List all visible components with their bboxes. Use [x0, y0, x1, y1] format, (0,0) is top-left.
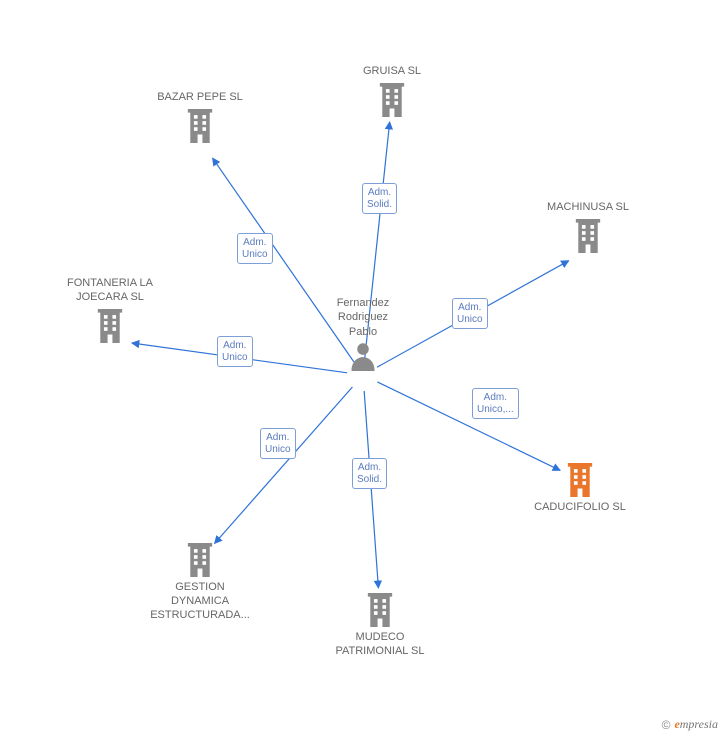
company-label: CADUCIFOLIO SL — [525, 501, 635, 515]
building-icon — [325, 593, 435, 627]
company-label: MUDECO PATRIMONIAL SL — [325, 631, 435, 659]
company-label: GESTION DYNAMICA ESTRUCTURADA... — [145, 581, 255, 622]
edge-label: Adm. Unico — [452, 298, 488, 329]
edge-label: Adm. Unico — [260, 428, 296, 459]
edge-label: Adm. Solid. — [352, 458, 387, 489]
company-label: MACHINUSA SL — [533, 201, 643, 215]
brand-name: empresia — [674, 717, 718, 732]
building-icon — [337, 83, 447, 117]
center-person-label: Fernandez Rodriguez Pablo — [330, 296, 396, 339]
building-icon — [525, 463, 635, 497]
company-node-caduci[interactable]: CADUCIFOLIO SL — [525, 463, 635, 515]
company-label: GRUISA SL — [337, 65, 447, 79]
company-node-fontan[interactable]: FONTANERIA LA JOECARA SL — [55, 277, 165, 347]
company-node-bazar[interactable]: BAZAR PEPE SL — [145, 91, 255, 147]
person-icon — [330, 341, 396, 375]
company-node-machin[interactable]: MACHINUSA SL — [533, 201, 643, 257]
edge-label: Adm. Solid. — [362, 183, 397, 214]
company-node-gestion[interactable]: GESTION DYNAMICA ESTRUCTURADA... — [145, 543, 255, 622]
company-node-gruisa[interactable]: GRUISA SL — [337, 65, 447, 121]
building-icon — [533, 219, 643, 253]
company-label: FONTANERIA LA JOECARA SL — [55, 277, 165, 305]
building-icon — [145, 543, 255, 577]
copyright-symbol: © — [662, 718, 671, 732]
watermark: © empresia — [662, 717, 718, 732]
edge-line — [215, 387, 353, 543]
edge-line — [377, 382, 560, 470]
center-person-node[interactable]: Fernandez Rodriguez Pablo — [330, 296, 396, 375]
edge-label: Adm. Unico — [237, 233, 273, 264]
edge-label: Adm. Unico,... — [472, 388, 519, 419]
edge-label: Adm. Unico — [217, 336, 253, 367]
company-node-mudeco[interactable]: MUDECO PATRIMONIAL SL — [325, 593, 435, 659]
building-icon — [145, 109, 255, 143]
building-icon — [55, 309, 165, 343]
network-diagram: Fernandez Rodriguez Pablo BAZAR PEPE SL … — [0, 0, 728, 740]
edge-line — [364, 391, 378, 588]
company-label: BAZAR PEPE SL — [145, 91, 255, 105]
